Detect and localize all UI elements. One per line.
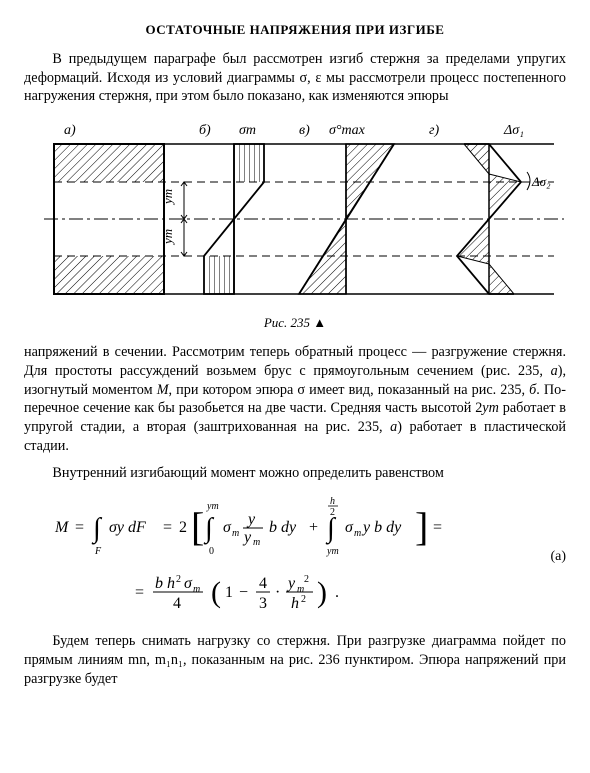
svg-text:σ: σ [184, 575, 193, 592]
svg-text:yт: yт [326, 546, 339, 557]
svg-text:т: т [253, 537, 260, 548]
svg-text:∫: ∫ [203, 513, 215, 545]
svg-text:1: 1 [225, 584, 233, 601]
paragraph-4: Будем теперь снимать нагрузку со стержня… [24, 632, 566, 688]
p2-t3: , при котором эпюра σ имеет вид, показан… [169, 382, 530, 398]
svg-text:·: · [275, 584, 280, 601]
label-g-sigma: Δσ₁ [503, 123, 524, 138]
p2-yt: yт [482, 400, 499, 416]
label-dsigma2: Δσ₂ [531, 174, 551, 189]
label-g: г) [429, 123, 439, 138]
p2-M: М [157, 382, 169, 398]
label-a: а) [64, 123, 76, 138]
svg-text:y: y [286, 575, 296, 592]
p2-t1: напряжений в сечении. Рассмотрим теперь … [24, 344, 566, 379]
svg-text:[: [ [191, 504, 204, 549]
p2-ref-a: а [551, 363, 558, 379]
label-b-sigma: σт [239, 123, 256, 138]
equation-a-label: (а) [550, 549, 566, 565]
panel-v: в) σ°max [299, 123, 394, 294]
paragraph-1: В предыдущем параграфе был рассмотрен из… [24, 50, 566, 106]
svg-text:4: 4 [259, 575, 267, 592]
svg-text:yт: yт [206, 501, 219, 512]
svg-text:∫: ∫ [91, 513, 103, 545]
svg-text:): ) [317, 576, 327, 609]
paragraph-3: Внутренний изгибающий момент можно опред… [24, 464, 566, 483]
svg-text:σ: σ [223, 519, 232, 536]
svg-text:y: y [242, 529, 252, 546]
svg-text:=: = [163, 519, 172, 536]
label-b: б) [199, 123, 211, 138]
svg-text:.: . [335, 584, 339, 601]
svg-text:b h: b h [155, 575, 175, 592]
svg-text:2: 2 [179, 519, 187, 536]
svg-text:2: 2 [176, 574, 181, 585]
svg-text:F: F [94, 546, 102, 557]
svg-text:т: т [193, 584, 200, 595]
panel-g: г) Δσ₁ Δσ₂ [429, 123, 551, 294]
svg-text:0: 0 [209, 546, 214, 557]
svg-text:+: + [309, 519, 318, 536]
svg-text:3: 3 [259, 595, 267, 612]
svg-text:2: 2 [304, 574, 309, 585]
svg-text:=: = [75, 519, 84, 536]
figure-235-svg: а) yт yт б) σт [24, 114, 566, 304]
label-v-sigma: σ°max [329, 123, 366, 138]
figure-235: а) yт yт б) σт [24, 114, 566, 309]
svg-text:h: h [330, 496, 335, 507]
svg-text:=: = [433, 519, 442, 536]
svg-text:2: 2 [301, 594, 306, 605]
svg-text:(: ( [211, 576, 221, 609]
svg-text:]: ] [415, 504, 428, 549]
svg-text:y: y [246, 511, 256, 528]
panel-a: а) [54, 123, 164, 294]
page-title: ОСТАТОЧНЫЕ НАПРЯЖЕНИЯ ПРИ ИЗГИБЕ [24, 22, 566, 38]
svg-text:σ: σ [345, 519, 354, 536]
label-yt-down: yт [160, 229, 175, 246]
svg-text:b dy: b dy [269, 519, 297, 536]
svg-text:т: т [232, 528, 239, 539]
svg-text:4: 4 [173, 595, 181, 612]
svg-text:h: h [291, 595, 299, 612]
panel-b: б) σт [199, 123, 264, 294]
svg-text:−: − [239, 584, 248, 601]
svg-text:т: т [354, 528, 361, 539]
svg-text:=: = [135, 584, 144, 601]
svg-text:2: 2 [330, 507, 335, 518]
svg-text:M: M [54, 519, 70, 536]
equation-a: M = ∫ F σy dF = 2 [ ∫ yт 0 σт y yт b dy [24, 492, 566, 622]
svg-text:σy dF: σy dF [109, 519, 146, 536]
label-v: в) [299, 123, 310, 138]
equation-a-svg: M = ∫ F σy dF = 2 [ ∫ yт 0 σт y yт b dy [45, 492, 545, 622]
paragraph-2: напряжений в сечении. Рассмотрим теперь … [24, 343, 566, 455]
svg-text:y b dy: y b dy [361, 519, 402, 536]
figure-235-caption: Рис. 235 ▲ [24, 315, 566, 331]
label-yt-up: yт [160, 189, 175, 206]
